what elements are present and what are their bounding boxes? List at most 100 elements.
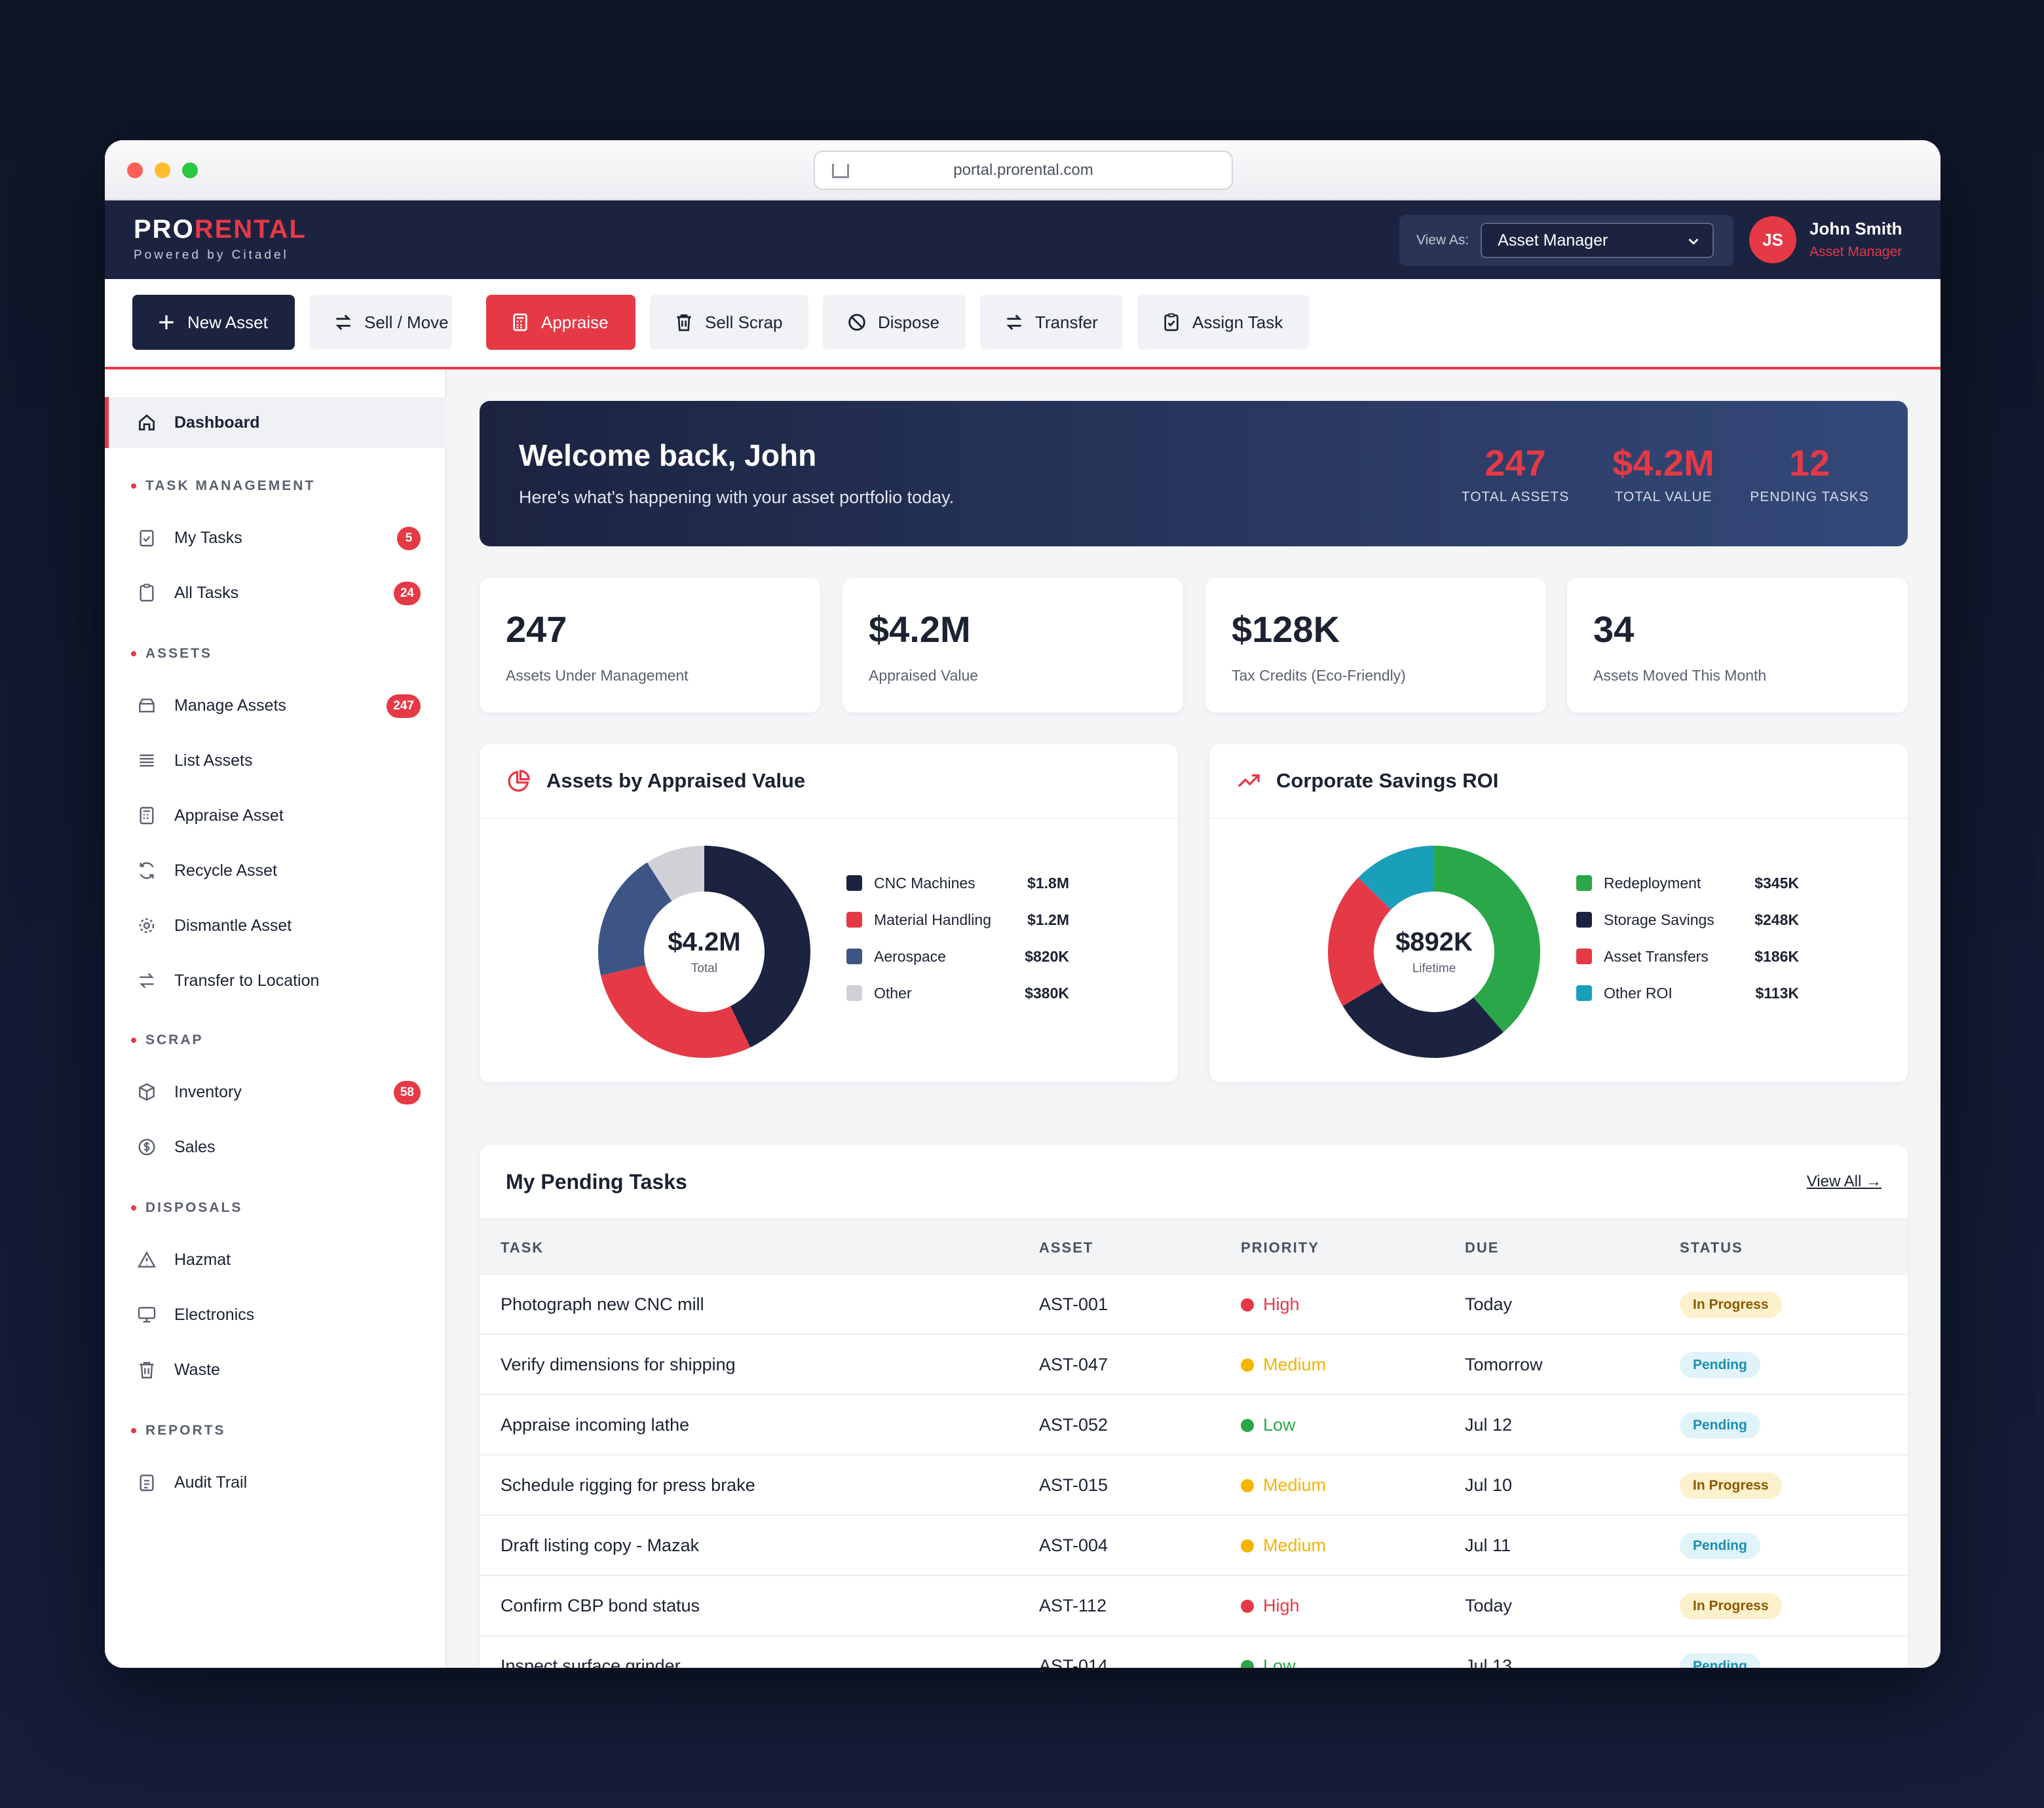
table-row[interactable]: Verify dimensions for shipping AST-047 Med…	[480, 1335, 1908, 1395]
legend-item[interactable]: Asset Transfers $186K	[1576, 943, 1799, 970]
table-row[interactable]: Confirm CBP bond status AST-112 High Today I…	[480, 1576, 1908, 1636]
table-row[interactable]: Draft listing copy - Mazak AST-004 Medium J…	[480, 1516, 1908, 1576]
hero-stat-label: PENDING TASKS	[1750, 489, 1869, 504]
priority-label: Low	[1263, 1415, 1296, 1435]
legend-item[interactable]: CNC Machines $1.8M	[846, 870, 1069, 896]
view-as-select[interactable]: Asset Manager	[1481, 223, 1714, 258]
donut-slice-aerospace[interactable]	[598, 862, 672, 976]
column-header-status[interactable]: STATUS	[1680, 1239, 1743, 1256]
minimize-window-button[interactable]	[155, 162, 170, 178]
legend-label: Storage Savings	[1604, 911, 1714, 928]
sidebar-item-transfer-location[interactable]: Transfer to Location	[105, 955, 447, 1006]
legend-item[interactable]: Other $380K	[846, 980, 1069, 1006]
sell-move-button[interactable]: Sell / Move	[309, 295, 452, 350]
gear-icon	[139, 918, 155, 933]
donut-slice-other[interactable]	[647, 846, 704, 901]
priority-label: Medium	[1263, 1475, 1327, 1495]
table-row[interactable]: Schedule rigging for press brake AST-015 M…	[480, 1456, 1908, 1516]
sidebar-item-all-tasks[interactable]: All Tasks 24	[105, 567, 447, 618]
address-bar[interactable]: portal.prorental.com	[814, 151, 1233, 190]
sidebar-item-label: Dashboard	[174, 413, 260, 432]
legend-item[interactable]: Redeployment $345K	[1576, 870, 1799, 896]
sidebar-item-inventory[interactable]: Inventory 58	[105, 1066, 447, 1118]
legend-item[interactable]: Aerospace $820K	[846, 943, 1069, 970]
close-window-button[interactable]	[127, 162, 143, 178]
priority-dot	[1241, 1539, 1254, 1553]
sidebar-item-electronics[interactable]: Electronics	[105, 1289, 447, 1340]
donut-slice-asset-transfers[interactable]	[1328, 877, 1391, 1006]
trending-up-icon	[1238, 774, 1260, 787]
donut-slice-other-roi[interactable]	[1358, 846, 1434, 910]
view-as-label: View As:	[1416, 233, 1469, 248]
sidebar-item-label: Transfer to Location	[174, 971, 320, 990]
chevron-down-icon	[1688, 238, 1699, 245]
legend-value: $248K	[1754, 911, 1799, 928]
task-name: Appraise incoming lathe	[501, 1415, 690, 1435]
legend-item[interactable]: Storage Savings $248K	[1576, 907, 1799, 933]
appraise-button[interactable]: Appraise	[486, 295, 635, 350]
donut-center-label: Total	[691, 962, 717, 975]
swap-icon	[335, 314, 351, 330]
brand-name-b: RENTAL	[194, 215, 307, 244]
donut-slice-cnc-machines[interactable]	[704, 846, 810, 1047]
legend-value: $1.8M	[1027, 874, 1069, 892]
view-all-link[interactable]: View All →	[1806, 1173, 1882, 1190]
sidebar-item-dismantle-asset[interactable]: Dismantle Asset	[105, 900, 447, 951]
clipboard-check-icon	[1164, 313, 1179, 331]
donut-slice-material-handling[interactable]	[601, 965, 751, 1058]
transfer-button[interactable]: Transfer	[980, 295, 1123, 350]
section-label: ASSETS	[145, 646, 213, 661]
sell-scrap-button[interactable]: Sell Scrap	[650, 295, 808, 350]
ban-icon	[848, 314, 865, 331]
user-info[interactable]: John Smith Asset Manager	[1809, 219, 1902, 260]
priority-dot	[1241, 1358, 1254, 1372]
legend-item[interactable]: Other ROI $113K	[1576, 980, 1799, 1006]
section-disposals: DISPOSALS	[131, 1200, 242, 1216]
sidebar-item-label: Waste	[174, 1360, 220, 1379]
sidebar-item-manage-assets[interactable]: Manage Assets 247	[105, 680, 447, 731]
table-row[interactable]: Appraise incoming lathe AST-052 Low Jul 12 P…	[480, 1395, 1908, 1456]
stat-value: 247	[506, 609, 567, 650]
assign-task-button[interactable]: Assign Task	[1137, 295, 1309, 350]
legend-item[interactable]: Material Handling $1.2M	[846, 907, 1069, 933]
sidebar-item-waste[interactable]: Waste	[105, 1344, 447, 1395]
donut-slice-redeployment[interactable]	[1434, 846, 1540, 1032]
sidebar-item-label: Hazmat	[174, 1250, 231, 1269]
dollar-circle-icon	[138, 1139, 155, 1156]
sidebar-item-hazmat[interactable]: Hazmat	[105, 1234, 447, 1285]
sidebar-item-dashboard[interactable]: Dashboard	[105, 397, 447, 448]
column-header-priority[interactable]: PRIORITY	[1241, 1239, 1319, 1256]
pending-tasks-card: My Pending Tasks View All → TASK ASSET P…	[480, 1145, 1908, 1668]
table-row[interactable]: Inspect surface grinder AST-014 Low Jul 13 P…	[480, 1636, 1908, 1668]
section-title: My Pending Tasks	[506, 1170, 687, 1194]
table-row[interactable]: Photograph new CNC mill AST-001 High Today I…	[480, 1275, 1908, 1335]
column-header-asset[interactable]: ASSET	[1039, 1239, 1094, 1256]
dispose-button[interactable]: Dispose	[823, 295, 966, 350]
new-asset-button[interactable]: New Asset	[132, 295, 295, 350]
status-badge: In Progress	[1680, 1473, 1782, 1499]
column-header-task[interactable]: TASK	[501, 1239, 544, 1256]
column-header-due[interactable]: DUE	[1465, 1239, 1500, 1256]
sidebar-item-recycle-asset[interactable]: Recycle Asset	[105, 845, 447, 896]
sidebar-item-label: Sales	[174, 1137, 216, 1156]
sidebar-item-appraise-asset[interactable]: Appraise Asset	[105, 790, 447, 841]
due-date: Tomorrow	[1465, 1355, 1543, 1374]
sidebar-item-my-tasks[interactable]: My Tasks 5	[105, 512, 447, 563]
sidebar-item-sales[interactable]: Sales	[105, 1121, 447, 1173]
priority-indicator: Medium	[1241, 1355, 1326, 1375]
sidebar-item-label: Dismantle Asset	[174, 916, 292, 935]
brand-name-a: PRO	[134, 215, 195, 244]
asset-id: AST-001	[1039, 1294, 1108, 1314]
legend-label: Other ROI	[1604, 984, 1673, 1002]
sidebar-item-audit-trail[interactable]: Audit Trail	[105, 1457, 447, 1508]
priority-label: High	[1263, 1294, 1300, 1314]
sidebar-item-list-assets[interactable]: List Assets	[105, 735, 447, 786]
sidebar-toggle-icon[interactable]	[832, 164, 849, 178]
donut-slice-storage-savings[interactable]	[1342, 982, 1504, 1058]
welcome-banner: Welcome back, John Here's what's happeni…	[480, 401, 1908, 546]
maximize-window-button[interactable]	[182, 162, 198, 178]
chart-title: Assets by Appraised Value	[546, 769, 806, 792]
refresh-icon	[140, 862, 154, 879]
brand-logo[interactable]: PRORENTAL Powered by Citadel	[134, 215, 307, 263]
avatar[interactable]: JS	[1749, 216, 1796, 263]
